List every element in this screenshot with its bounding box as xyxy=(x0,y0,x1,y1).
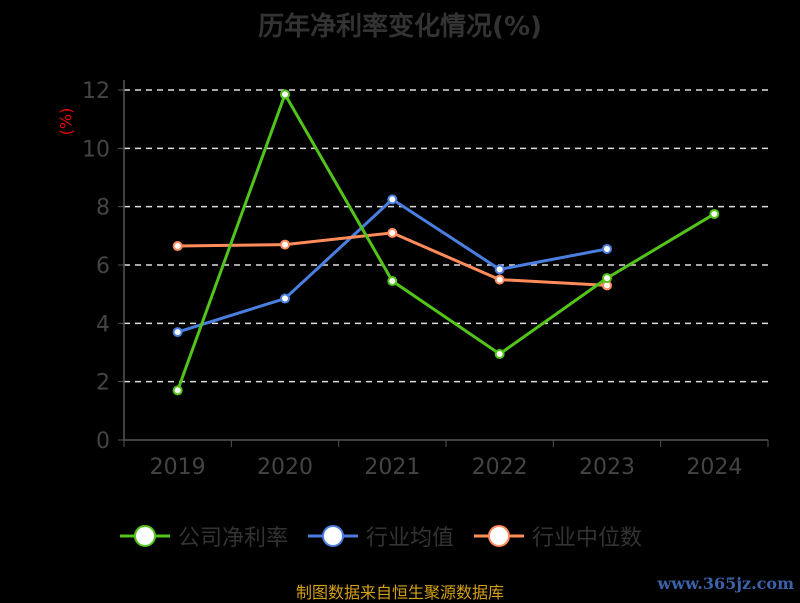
data-point xyxy=(280,239,290,250)
x-tick-label: 2019 xyxy=(150,455,206,480)
legend-marker-icon xyxy=(120,525,170,547)
source-note: 制图数据来自恒生聚源数据库 xyxy=(295,583,504,602)
legend-label: 行业均值 xyxy=(366,526,455,551)
watermark: www.365jz.com xyxy=(657,574,794,593)
data-point xyxy=(494,348,505,359)
x-tick-label: 2022 xyxy=(472,455,528,480)
y-tick-label: 2 xyxy=(96,371,110,396)
x-tick-label: 2024 xyxy=(686,455,742,480)
legend-label: 行业中位数 xyxy=(532,526,643,551)
data-point xyxy=(172,385,183,396)
legend-item[interactable]: 行业均值 xyxy=(308,520,454,552)
x-tick-label: 2023 xyxy=(579,455,635,480)
legend-item[interactable]: 公司净利率 xyxy=(120,520,288,552)
data-point xyxy=(387,227,398,238)
y-tick-label: 6 xyxy=(96,254,110,279)
legend-marker-icon xyxy=(474,525,525,547)
y-tick-label: 0 xyxy=(96,429,110,454)
y-tick-label: 10 xyxy=(82,137,110,162)
legend-label: 公司净利率 xyxy=(178,526,289,551)
data-point xyxy=(494,274,505,285)
legend: 公司净利率 行业均值 行业中位数 xyxy=(120,520,642,552)
x-tick-label: 2020 xyxy=(257,455,313,480)
series-line-0 xyxy=(176,90,716,391)
y-tick-label: 4 xyxy=(96,312,110,337)
data-point xyxy=(602,243,612,254)
data-point xyxy=(172,241,183,252)
y-tick-label: 12 xyxy=(82,79,110,104)
x-tick-label: 2021 xyxy=(364,455,420,480)
data-point xyxy=(172,327,183,338)
data-point xyxy=(494,264,505,275)
data-point xyxy=(602,273,612,284)
chart-title: 历年净利率变化情况(%) xyxy=(258,12,542,42)
data-point xyxy=(280,293,290,304)
legend-marker-icon xyxy=(308,525,359,547)
data-point xyxy=(280,89,290,100)
data-point xyxy=(387,276,398,287)
legend-item[interactable]: 行业中位数 xyxy=(474,520,642,552)
y-tick-label: 8 xyxy=(96,196,110,221)
data-point xyxy=(709,208,720,219)
data-point xyxy=(387,194,398,205)
